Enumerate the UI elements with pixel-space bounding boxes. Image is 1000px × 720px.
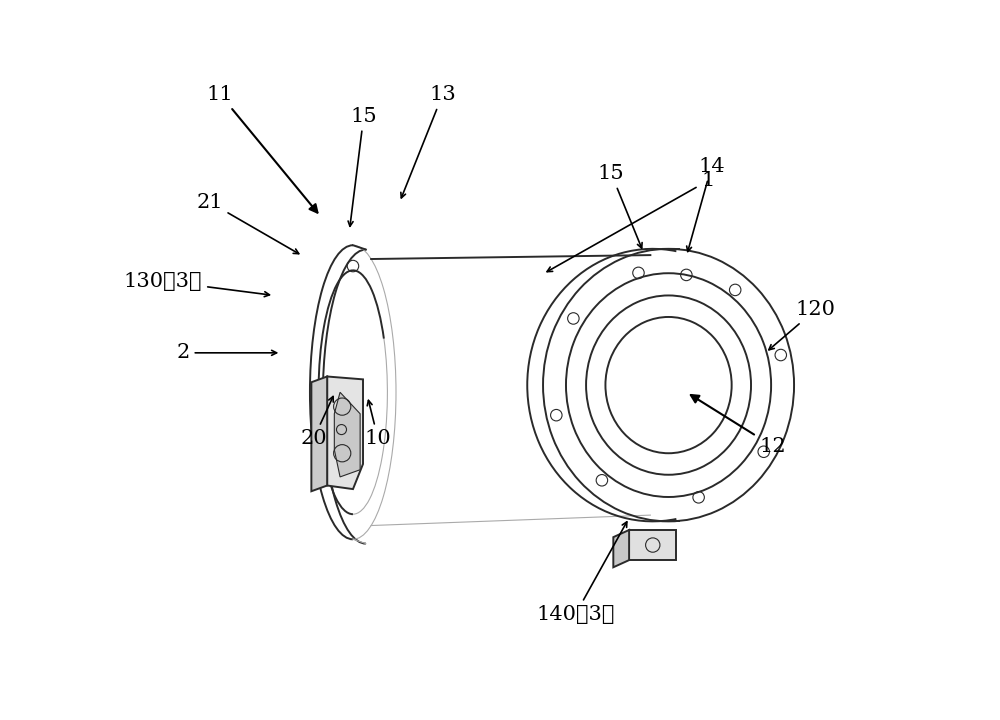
Text: 20: 20	[300, 397, 333, 449]
Text: 15: 15	[348, 107, 377, 226]
Polygon shape	[327, 377, 363, 489]
Text: 2: 2	[176, 343, 277, 362]
Text: 13: 13	[401, 85, 456, 198]
Polygon shape	[613, 530, 629, 567]
Text: 10: 10	[365, 400, 391, 449]
Polygon shape	[311, 377, 327, 491]
Text: 120: 120	[769, 300, 836, 350]
Text: 11: 11	[207, 85, 317, 212]
Text: 12: 12	[691, 395, 786, 456]
Text: 14: 14	[687, 157, 725, 251]
Text: 21: 21	[196, 193, 299, 253]
Text: 140（3）: 140（3）	[536, 522, 627, 624]
Text: 130（3）: 130（3）	[124, 271, 269, 297]
Polygon shape	[334, 392, 360, 477]
Text: 15: 15	[598, 164, 642, 248]
Text: 1: 1	[547, 171, 715, 271]
Polygon shape	[629, 530, 676, 560]
